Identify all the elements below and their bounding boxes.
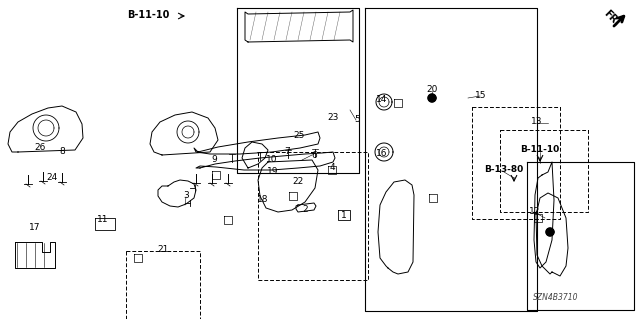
Polygon shape (428, 94, 436, 102)
Text: 1: 1 (341, 211, 347, 219)
Polygon shape (546, 228, 554, 236)
Text: B-13-80: B-13-80 (484, 166, 524, 174)
Text: 10: 10 (266, 155, 278, 165)
Text: 18: 18 (257, 196, 269, 204)
Text: 12: 12 (529, 207, 541, 217)
Text: 21: 21 (157, 246, 169, 255)
Text: 17: 17 (29, 224, 41, 233)
Text: 9: 9 (211, 155, 217, 165)
Text: 3: 3 (183, 190, 189, 199)
Text: 2: 2 (302, 205, 308, 214)
Text: 19: 19 (268, 167, 279, 176)
Text: 24: 24 (46, 173, 58, 182)
Text: 22: 22 (292, 177, 303, 187)
Text: 13: 13 (531, 117, 543, 127)
Text: 15: 15 (476, 91, 487, 100)
Text: 4: 4 (329, 164, 335, 173)
Text: SZN4B3710: SZN4B3710 (533, 293, 579, 302)
Text: 8: 8 (59, 147, 65, 157)
Text: B-11-10: B-11-10 (127, 10, 169, 20)
Text: 6: 6 (311, 151, 317, 160)
Text: 20: 20 (426, 85, 438, 94)
Text: 23: 23 (327, 114, 339, 122)
Text: B-11-10: B-11-10 (520, 145, 559, 154)
Text: 11: 11 (97, 216, 109, 225)
Text: 14: 14 (376, 95, 388, 105)
Text: 5: 5 (354, 115, 360, 124)
Text: 25: 25 (293, 130, 305, 139)
Text: 16: 16 (376, 149, 388, 158)
Text: FR.: FR. (602, 8, 622, 28)
Text: 7: 7 (284, 147, 290, 157)
Text: 26: 26 (35, 144, 45, 152)
